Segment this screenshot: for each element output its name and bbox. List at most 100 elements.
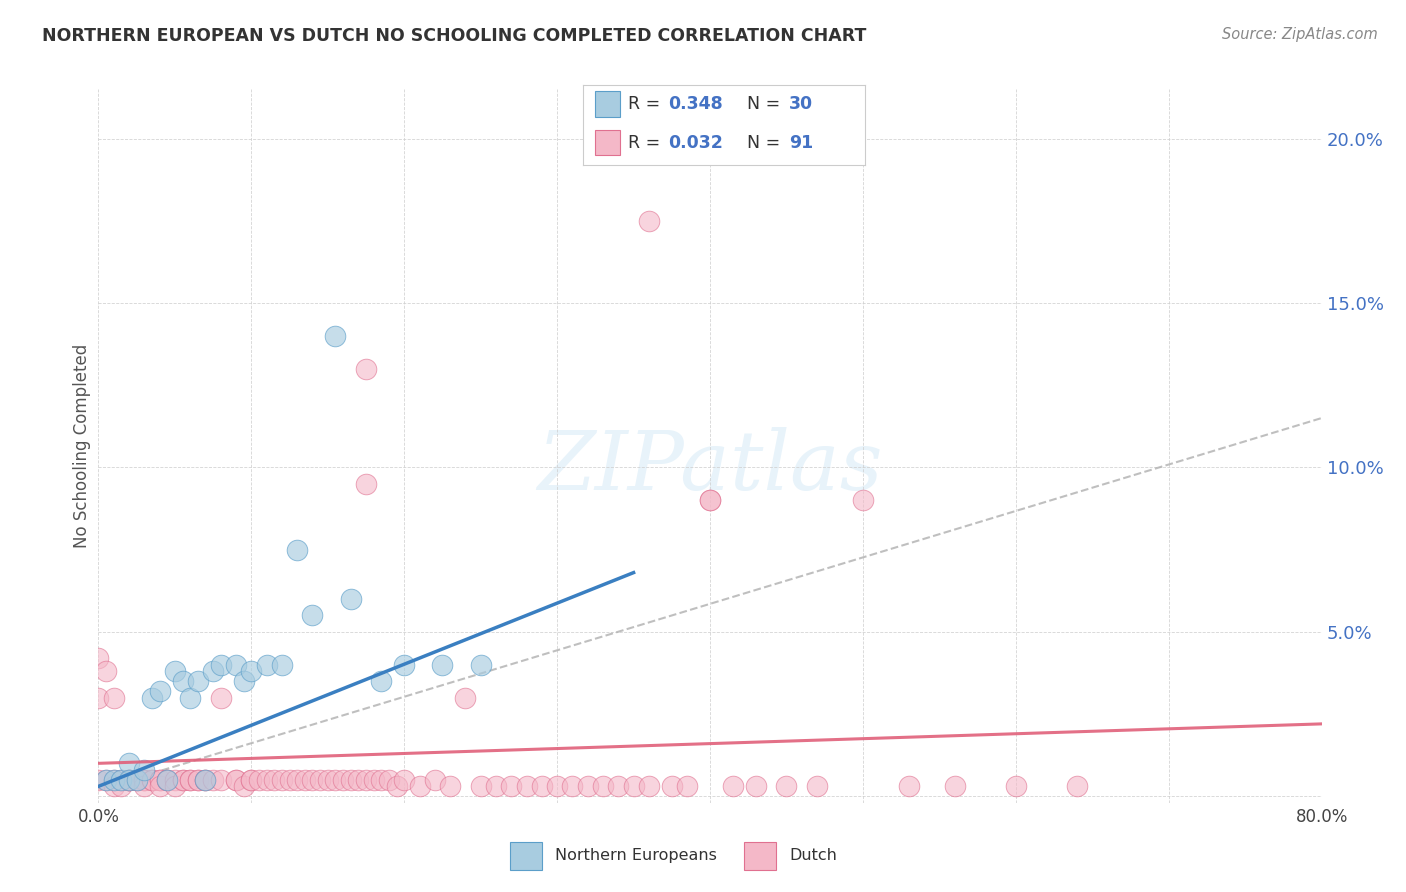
Point (256, 657, 278, 672)
Point (125, 772, 148, 787)
Point (363, 772, 385, 787)
Point (172, 772, 194, 787)
Point (225, 772, 247, 787)
Point (163, 772, 186, 787)
Point (187, 674, 209, 689)
Point (247, 772, 270, 787)
Point (149, 772, 172, 787)
Point (309, 772, 332, 787)
Point (87, 690, 110, 705)
Point (392, 772, 416, 787)
Point (187, 772, 209, 787)
Point (516, 780, 538, 794)
Point (470, 780, 492, 794)
Point (408, 780, 430, 794)
Point (103, 772, 125, 787)
Point (240, 665, 263, 679)
Point (172, 772, 194, 787)
Point (501, 780, 523, 794)
Point (118, 756, 141, 771)
Text: R =: R = (628, 134, 666, 152)
Point (118, 772, 141, 787)
Point (232, 674, 254, 689)
Point (240, 772, 263, 787)
Point (485, 780, 508, 794)
Point (94, 772, 117, 787)
Bar (595, 91, 620, 117)
Point (225, 657, 247, 672)
Point (103, 690, 125, 705)
Point (661, 780, 683, 794)
Point (775, 780, 797, 794)
Point (179, 772, 201, 787)
Point (110, 772, 132, 787)
Point (897, 780, 920, 794)
Point (103, 772, 125, 787)
Point (623, 780, 645, 794)
Point (134, 763, 156, 777)
Text: R =: R = (628, 95, 666, 113)
Point (179, 772, 201, 787)
Point (285, 542, 308, 557)
Point (225, 772, 247, 787)
Point (354, 772, 377, 787)
Point (156, 772, 179, 787)
Point (637, 780, 661, 794)
Point (134, 780, 156, 794)
Point (87, 772, 110, 787)
Bar (595, 129, 620, 155)
Text: 0.348: 0.348 (668, 95, 723, 113)
Point (316, 772, 339, 787)
Point (294, 772, 316, 787)
Point (285, 772, 308, 787)
Text: ZIPatlas: ZIPatlas (537, 427, 883, 508)
Point (332, 772, 354, 787)
Point (163, 780, 186, 794)
Point (546, 780, 568, 794)
Point (134, 772, 156, 787)
Point (118, 772, 141, 787)
Point (172, 674, 194, 689)
Text: 30: 30 (789, 95, 813, 113)
Bar (744, 842, 776, 870)
Point (607, 780, 630, 794)
Point (156, 772, 179, 787)
Point (806, 780, 828, 794)
Point (1004, 780, 1026, 794)
Point (385, 780, 408, 794)
Point (94, 772, 117, 787)
Point (141, 772, 163, 787)
Text: 91: 91 (789, 134, 813, 152)
Point (378, 772, 401, 787)
Point (125, 772, 148, 787)
Point (194, 772, 217, 787)
Point (209, 690, 232, 705)
Point (423, 772, 446, 787)
Point (256, 772, 278, 787)
Point (209, 657, 232, 672)
Point (240, 772, 263, 787)
Point (370, 674, 392, 689)
Point (278, 772, 301, 787)
Text: NORTHERN EUROPEAN VS DUTCH NO SCHOOLING COMPLETED CORRELATION CHART: NORTHERN EUROPEAN VS DUTCH NO SCHOOLING … (42, 27, 866, 45)
Text: Source: ZipAtlas.com: Source: ZipAtlas.com (1222, 27, 1378, 42)
Point (325, 772, 347, 787)
Point (270, 657, 292, 672)
Point (347, 772, 370, 787)
Point (454, 690, 477, 705)
Point (339, 591, 361, 606)
Point (943, 780, 966, 794)
Point (392, 657, 416, 672)
Point (118, 772, 141, 787)
Point (209, 772, 232, 787)
Point (103, 780, 125, 794)
Point (232, 780, 254, 794)
Text: Dutch: Dutch (789, 848, 837, 863)
Point (94, 665, 117, 679)
Text: N =: N = (747, 134, 786, 152)
Point (301, 608, 323, 623)
Point (141, 690, 163, 705)
Point (339, 772, 361, 787)
Point (852, 493, 875, 508)
Point (179, 690, 201, 705)
